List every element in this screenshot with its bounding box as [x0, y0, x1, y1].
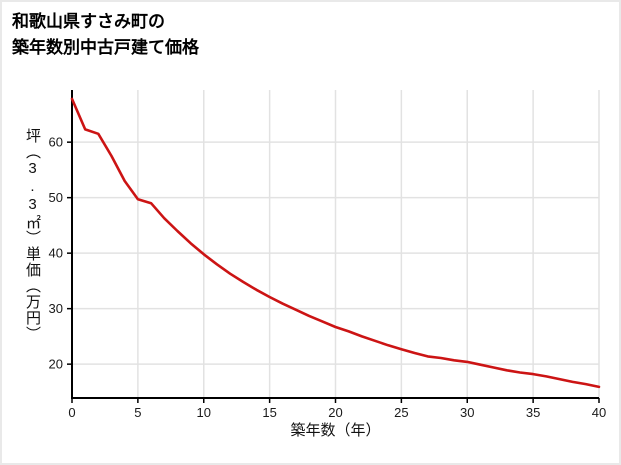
y-axis-label: 坪（3.3㎡）単価（万円）	[24, 128, 41, 342]
chart-title: 和歌山県すさみ町の 築年数別中古戸建て価格	[12, 9, 199, 62]
chart-title-line1: 和歌山県すさみ町の	[12, 12, 165, 31]
y-tick-label: 30	[49, 301, 63, 316]
x-tick-label: 10	[197, 405, 211, 420]
y-tick-label: 40	[49, 246, 63, 261]
y-tick-label: 60	[49, 135, 63, 150]
x-tick-label: 20	[328, 405, 342, 420]
chart-title-line2: 築年数別中古戸建て価格	[12, 38, 199, 58]
x-tick-label: 25	[394, 405, 408, 420]
price-line	[70, 97, 601, 389]
x-tick-label: 35	[526, 405, 540, 420]
y-tick-label: 50	[49, 190, 63, 205]
x-tick-label: 30	[460, 405, 474, 420]
y-tick-label: 20	[49, 357, 63, 372]
x-tick-label: 15	[262, 405, 276, 420]
x-axis-label: 築年数（年）	[290, 422, 381, 439]
x-tick-label: 0	[68, 405, 75, 420]
x-tick-label: 40	[592, 405, 606, 420]
x-tick-label: 5	[134, 405, 141, 420]
